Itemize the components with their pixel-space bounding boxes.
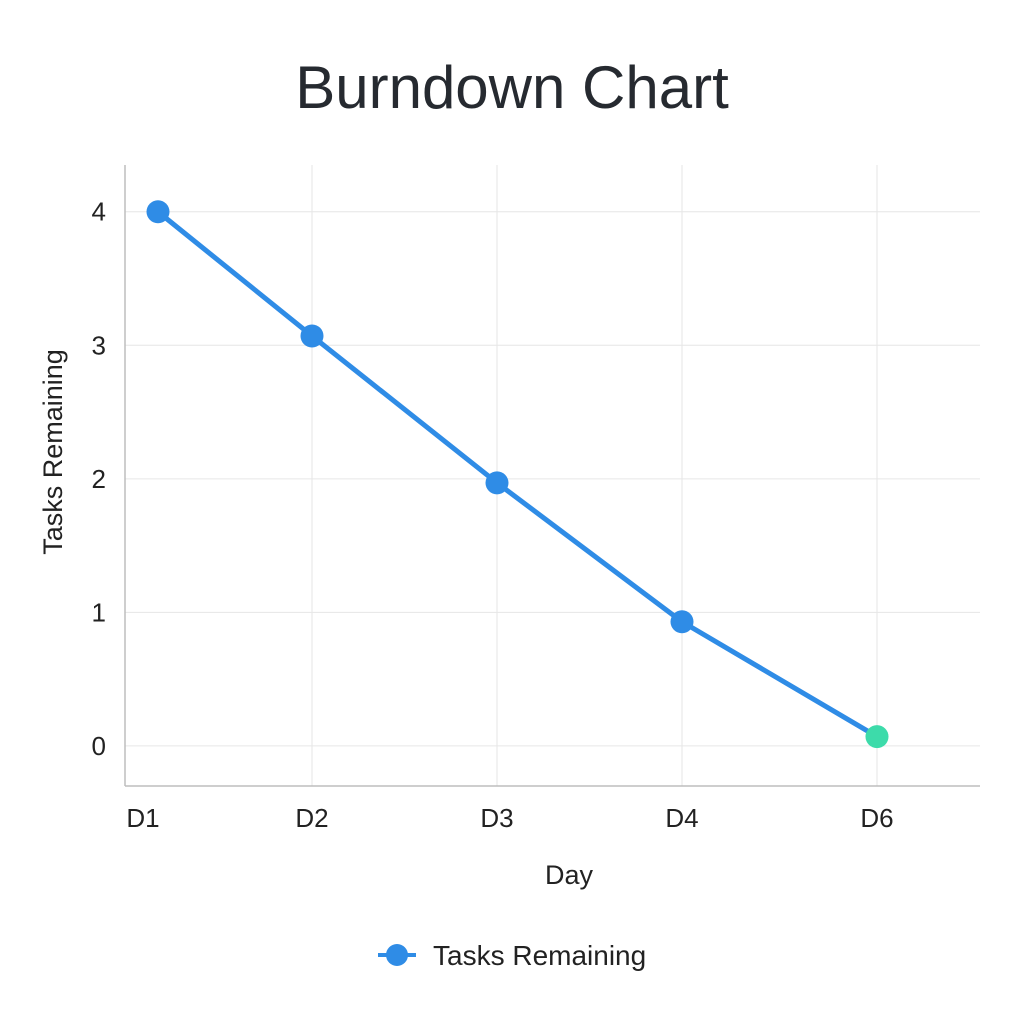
final-data-point: [865, 725, 889, 749]
data-point: [485, 471, 509, 495]
legend[interactable]: Tasks Remaining: [378, 940, 646, 971]
y-axis-label: Tasks Remaining: [38, 349, 68, 555]
legend-marker-swatch: [386, 944, 408, 966]
x-tick-label: D4: [665, 803, 698, 833]
x-tick-label: D6: [860, 803, 893, 833]
x-axis-label: Day: [545, 860, 594, 890]
data-point: [146, 200, 170, 224]
x-tick-label: D1: [126, 803, 159, 833]
chart-title: Burndown Chart: [295, 54, 729, 121]
series-line: [155, 209, 880, 740]
y-tick-label: 2: [92, 464, 106, 494]
data-point: [300, 324, 324, 348]
x-tick-label: D3: [480, 803, 513, 833]
x-tick-label: D2: [295, 803, 328, 833]
y-tick-label: 0: [92, 731, 106, 761]
data-point: [670, 610, 694, 634]
y-tick-label: 3: [92, 330, 106, 360]
legend-label: Tasks Remaining: [433, 940, 646, 971]
series-layer: [146, 200, 889, 749]
y-tick-label: 4: [92, 197, 106, 227]
x-tick-labels: D1 D2 D3 D4 D6: [126, 803, 893, 833]
y-tick-labels: 0 1 2 3 4: [92, 197, 106, 761]
grid: [125, 165, 980, 786]
y-tick-label: 1: [92, 597, 106, 627]
